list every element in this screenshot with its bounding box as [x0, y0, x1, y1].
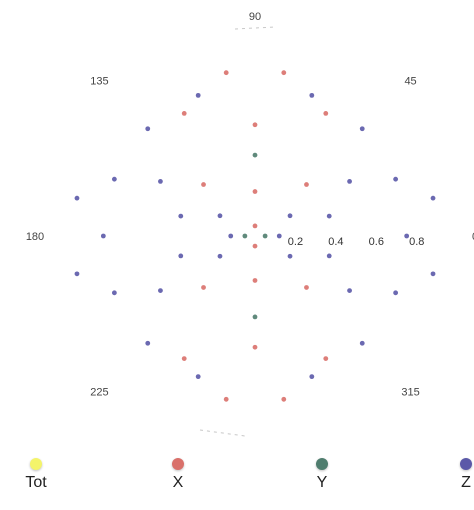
data-point-z [326, 253, 332, 259]
radial-tick-label: 0.4 [328, 236, 343, 248]
top-arc-hint [234, 26, 276, 30]
data-point-z [359, 340, 365, 346]
data-point-z [217, 213, 223, 219]
data-point-z [347, 288, 352, 293]
data-point-z [217, 253, 223, 259]
data-point-z [393, 176, 399, 182]
legend-label: Tot [25, 474, 47, 491]
data-point-z [430, 271, 436, 277]
data-point-x [223, 396, 229, 402]
angle-tick-label: 135 [90, 75, 108, 87]
data-point-z [195, 374, 201, 380]
legend: Tot X Y Z [0, 452, 474, 510]
legend-item-x[interactable]: X [158, 452, 198, 492]
data-point-x [223, 70, 229, 76]
legend-item-y[interactable]: Y [302, 452, 342, 492]
data-point-z [195, 92, 201, 98]
legend-item-z[interactable]: Z [446, 452, 474, 492]
radial-tick-label: 0.8 [409, 236, 424, 248]
data-point-y [252, 152, 258, 158]
data-point-x [252, 223, 258, 229]
data-point-z [74, 195, 80, 201]
data-point-x [252, 278, 258, 283]
data-point-z [404, 233, 410, 239]
data-point-z [100, 233, 106, 239]
data-point-z [326, 213, 332, 219]
data-point-x [323, 356, 329, 361]
radial-tick-label: 0.6 [369, 236, 384, 248]
data-point-x [304, 182, 309, 187]
data-point-x [252, 243, 258, 249]
angle-tick-label: 0 [472, 231, 474, 243]
data-point-z [228, 233, 234, 239]
legend-item-tot[interactable]: Tot [16, 452, 56, 492]
legend-label: X [172, 474, 184, 491]
data-point-z [287, 253, 293, 259]
angle-tick-label: 315 [401, 387, 419, 399]
data-point-z [393, 290, 399, 296]
data-point-x [201, 285, 206, 290]
legend-label: Y [316, 474, 328, 491]
data-point-x [181, 111, 187, 116]
legend-swatch [316, 458, 328, 470]
data-point-z [158, 288, 163, 293]
legend-swatch [460, 458, 472, 470]
data-point-x [201, 182, 206, 187]
data-point-z [178, 213, 184, 219]
data-point-z [359, 126, 365, 132]
data-point-x [252, 122, 258, 128]
data-point-x [252, 344, 258, 350]
data-point-z [309, 374, 315, 380]
data-point-z [347, 179, 352, 184]
angle-tick-label: 45 [404, 75, 416, 87]
angle-tick-label: 180 [26, 231, 44, 243]
legend-label: Z [461, 474, 471, 491]
radial-tick-label: 0.2 [288, 236, 303, 248]
data-point-y [252, 314, 258, 320]
data-point-z [309, 92, 315, 98]
data-point-z [276, 233, 282, 239]
data-point-x [281, 70, 287, 76]
data-point-y [242, 233, 248, 239]
bottom-arc-hint [199, 429, 246, 437]
data-point-x [304, 285, 309, 290]
data-point-z [111, 290, 117, 296]
data-point-x [281, 396, 287, 402]
data-point-z [158, 179, 163, 184]
data-point-z [74, 271, 80, 277]
angle-tick-label: 225 [90, 387, 108, 399]
data-point-z [145, 340, 151, 346]
data-point-z [178, 253, 184, 259]
data-point-z [145, 126, 151, 132]
data-point-z [287, 213, 293, 219]
legend-swatch [172, 458, 184, 470]
data-point-x [323, 111, 329, 116]
data-point-y [262, 233, 268, 239]
data-point-z [430, 195, 436, 201]
angle-tick-label: 90 [249, 11, 261, 23]
data-point-x [181, 356, 187, 361]
data-point-x [252, 189, 258, 194]
polar-scatter-plot: 045901351802252703150.20.40.60.8 [26, 11, 474, 437]
data-point-z [111, 176, 117, 182]
legend-swatch [30, 458, 42, 470]
